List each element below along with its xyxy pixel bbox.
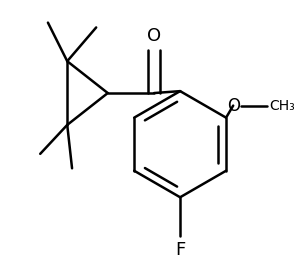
Text: F: F: [175, 241, 185, 259]
Text: O: O: [227, 97, 240, 115]
Text: CH₃: CH₃: [269, 99, 295, 113]
Text: O: O: [147, 27, 161, 45]
